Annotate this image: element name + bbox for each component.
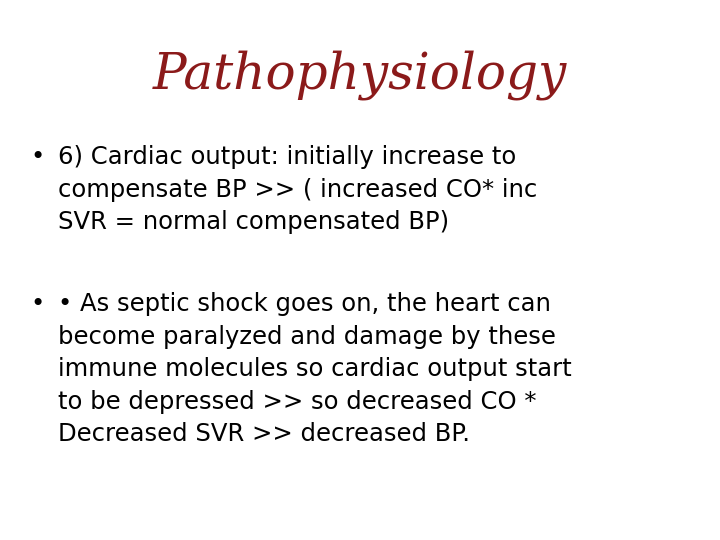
Text: Pathophysiology: Pathophysiology bbox=[153, 50, 567, 100]
Text: •: • bbox=[30, 145, 44, 169]
Text: 6) Cardiac output: initially increase to
compensate BP >> ( increased CO* inc
SV: 6) Cardiac output: initially increase to… bbox=[58, 145, 537, 234]
Text: • As septic shock goes on, the heart can
become paralyzed and damage by these
im: • As septic shock goes on, the heart can… bbox=[58, 292, 572, 446]
Text: •: • bbox=[30, 292, 44, 316]
